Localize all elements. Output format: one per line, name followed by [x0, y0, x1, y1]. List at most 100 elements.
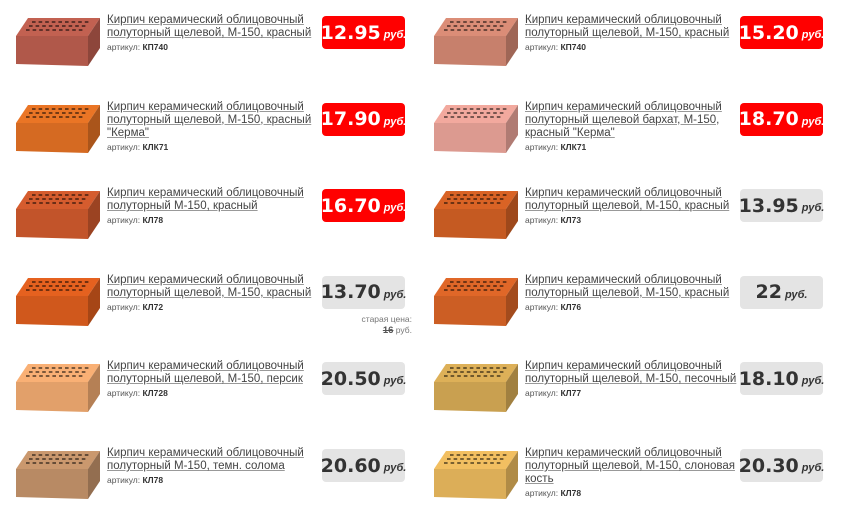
sku: артикул: КЛК71	[525, 142, 737, 153]
brick-image[interactable]	[14, 187, 102, 243]
price-badge: 17.90 руб.	[320, 102, 407, 136]
product-item: Кирпич керамический облицовочный полутор…	[432, 274, 842, 358]
price-badge: 22 руб.	[740, 275, 823, 309]
brick-image[interactable]	[432, 187, 520, 243]
product-item: Кирпич керамический облицовочный полутор…	[14, 14, 424, 98]
sku-label: артикул:	[107, 475, 141, 485]
product-title-link[interactable]: Кирпич керамический облицовочный полутор…	[107, 100, 312, 139]
price-value: 20.30	[738, 454, 799, 477]
product-item: Кирпич керамический облицовочный полутор…	[432, 360, 842, 444]
sku-label: артикул:	[107, 215, 141, 226]
brick-image[interactable]	[14, 14, 102, 70]
product-title-link[interactable]: Кирпич керамический облицовочный полутор…	[525, 14, 730, 39]
sku-value: КЛ72	[142, 301, 164, 312]
product-item: Кирпич керамический облицовочный полутор…	[432, 187, 842, 271]
sku: артикул: КП740	[107, 42, 319, 53]
product-item: Кирпич керамический облицовочный полутор…	[432, 447, 842, 531]
brick-image[interactable]	[14, 274, 102, 330]
product-item: Кирпич керамический облицовочный полутор…	[14, 274, 424, 358]
sku: артикул: КЛ77	[525, 388, 737, 399]
product-title-link[interactable]: Кирпич керамический облицовочный полутор…	[107, 447, 304, 472]
sku-label: артикул:	[525, 301, 559, 312]
sku-label: артикул:	[525, 388, 559, 399]
sku: артикул: КЛ78	[107, 215, 319, 226]
product-title-link[interactable]: Кирпич керамический облицовочный полутор…	[525, 187, 730, 213]
sku: артикул: КЛ72	[107, 302, 319, 313]
price-value: 18.10	[738, 367, 799, 390]
price-value: 22	[755, 281, 782, 304]
price-currency: руб.	[383, 115, 407, 128]
brick-image[interactable]	[432, 14, 520, 70]
sku-value: КЛ78	[560, 488, 582, 498]
product-text: Кирпич керамический облицовочный полутор…	[107, 274, 319, 313]
old-price-value: 16	[382, 324, 394, 336]
product-text: Кирпич керамический облицовочный полутор…	[107, 187, 319, 226]
product-title-link[interactable]: Кирпич керамический облицовочный полутор…	[525, 100, 722, 139]
price-currency: руб.	[383, 202, 407, 215]
sku: артикул: КЛ73	[525, 215, 737, 226]
price-badge: 15.20 руб.	[738, 16, 825, 49]
price-value: 20.60	[320, 454, 381, 477]
sku-label: артикул:	[107, 388, 141, 399]
product-item: Кирпич керамический облицовочный полутор…	[14, 101, 424, 185]
product-text: Кирпич керамический облицовочный полутор…	[525, 274, 737, 313]
price-badge: 20.60 руб.	[320, 449, 406, 482]
product-title-link[interactable]: Кирпич керамический облицовочный полутор…	[525, 360, 737, 386]
product-title-link[interactable]: Кирпич керамический облицовочный полутор…	[525, 273, 730, 299]
sku: артикул: КЛ78	[525, 488, 737, 499]
price-currency: руб.	[784, 288, 808, 301]
product-item: Кирпич керамический облицовочный полутор…	[14, 360, 424, 444]
old-price-label: старая цена:	[361, 313, 412, 324]
product-title-link[interactable]: Кирпич керамический облицовочный полутор…	[525, 447, 735, 485]
product-title-link[interactable]: Кирпич керамический облицовочный полутор…	[107, 273, 312, 299]
sku-label: артикул:	[107, 141, 141, 152]
product-title-link[interactable]: Кирпич керамический облицовочный полутор…	[107, 187, 304, 213]
sku: артикул: КЛ728	[107, 388, 319, 399]
product-item: Кирпич керамический облицовочный полутор…	[14, 187, 424, 271]
price-value: 13.70	[320, 281, 381, 304]
price-badge: 18.10 руб.	[738, 362, 824, 396]
product-text: Кирпич керамический облицовочный полутор…	[107, 14, 319, 53]
brick-image[interactable]	[14, 447, 102, 503]
price-badge: 16.70 руб.	[321, 189, 407, 223]
brick-image[interactable]	[432, 101, 520, 157]
sku-value: КЛ728	[142, 388, 168, 399]
price-currency: руб.	[801, 29, 825, 41]
sku-value: КП740	[142, 42, 168, 52]
product-text: Кирпич керамический облицовочный полутор…	[107, 101, 319, 153]
sku-label: артикул:	[107, 301, 141, 312]
price-badge: 12.95 руб.	[320, 16, 407, 49]
product-text: Кирпич керамический облицовочный полутор…	[107, 447, 319, 486]
brick-image[interactable]	[14, 360, 102, 416]
sku: артикул: КЛ76	[525, 302, 737, 313]
price-badge: 18.70 руб.	[739, 102, 825, 136]
price-currency: руб.	[801, 115, 825, 128]
product-title-link[interactable]: Кирпич керамический облицовочный полутор…	[107, 14, 312, 39]
price-value: 12.95	[320, 21, 381, 44]
price-currency: руб.	[801, 462, 825, 474]
sku-label: артикул:	[525, 215, 559, 226]
sku: артикул: КП740	[525, 42, 737, 53]
product-title-link[interactable]: Кирпич керамический облицовочный полутор…	[107, 360, 304, 386]
sku-value: КЛ78	[142, 215, 164, 226]
price-badge: 20.30 руб.	[738, 449, 825, 482]
brick-image[interactable]	[14, 101, 102, 157]
brick-image[interactable]	[432, 360, 520, 416]
price-currency: руб.	[801, 202, 825, 215]
price-value: 17.90	[320, 108, 381, 131]
old-price-currency: руб.	[395, 324, 412, 335]
brick-image[interactable]	[432, 274, 520, 330]
product-text: Кирпич керамический облицовочный полутор…	[525, 14, 737, 53]
price-value: 15.20	[738, 21, 799, 44]
product-text: Кирпич керамический облицовочный полутор…	[525, 360, 737, 399]
product-text: Кирпич керамический облицовочный полутор…	[525, 187, 737, 226]
price-badge: 20.50 руб.	[321, 362, 407, 396]
price-currency: руб.	[383, 375, 407, 388]
price-badge: 13.70 руб.	[320, 275, 407, 309]
brick-image[interactable]	[432, 447, 520, 503]
sku-value: КЛК71	[560, 141, 587, 152]
old-price: старая цена: 16 руб.	[322, 314, 412, 336]
price-currency: руб.	[383, 29, 407, 41]
product-item: Кирпич керамический облицовочный полутор…	[432, 14, 842, 98]
price-currency: руб.	[383, 288, 407, 301]
